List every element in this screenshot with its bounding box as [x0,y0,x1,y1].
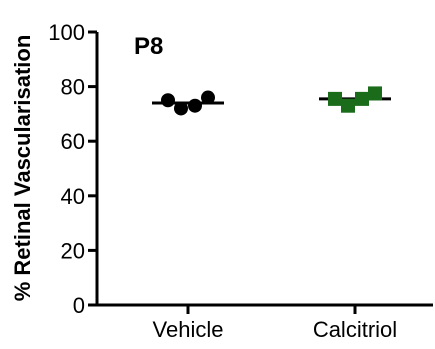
data-point [328,91,342,106]
y-tick-label: 80 [61,75,85,100]
data-point [368,86,382,101]
y-tick-label: 100 [48,20,85,45]
x-category-label: Calcitriol [313,317,397,342]
data-point [201,90,215,105]
data-point [174,101,188,116]
y-axis-label: % Retinal Vascularisation [10,35,35,302]
data-point [355,91,369,106]
panel-annotation: P8 [134,33,163,60]
y-tick-label: 40 [61,184,85,209]
x-category-label: Vehicle [153,317,224,342]
data-point [161,93,175,108]
y-tick-label: 60 [61,129,85,154]
y-tick-label: 0 [73,293,85,318]
data-point [341,98,355,113]
y-tick-label: 20 [61,238,85,263]
data-point [188,98,202,113]
